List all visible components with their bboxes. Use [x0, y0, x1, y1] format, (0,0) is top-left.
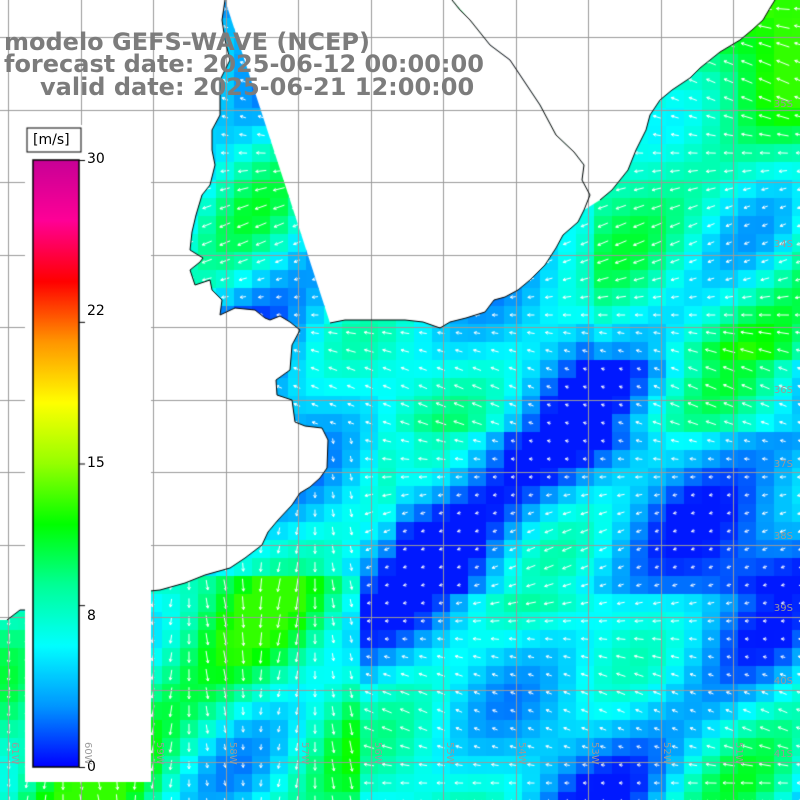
- lat-label-39s: 39S: [773, 603, 793, 614]
- lon-label-56w: 56W: [372, 742, 383, 765]
- lon-label-61w: 61W: [9, 742, 20, 765]
- lon-label-60w: 60W: [82, 742, 93, 765]
- colorbar-tick-8: 8: [87, 608, 96, 624]
- lat-label-35s: 35S: [773, 99, 793, 110]
- lat-label-38s: 38S: [773, 531, 793, 542]
- lat-label-34s: 34S: [773, 239, 793, 250]
- lon-label-55w: 55W: [444, 742, 455, 765]
- lon-label-52w: 52W: [661, 742, 672, 765]
- colorbar-tick-15: 15: [87, 455, 105, 471]
- lon-label-57w: 57W: [299, 742, 310, 765]
- colorbar-tick-22: 22: [87, 303, 105, 319]
- lon-label-53w: 53W: [589, 742, 600, 765]
- forecast-date: forecast date: 2025-06-12 00:00:00: [4, 50, 484, 78]
- lat-label-37s: 37S: [773, 459, 793, 470]
- colorbar-tick-30: 30: [87, 151, 105, 167]
- lon-label-58w: 58W: [227, 742, 238, 765]
- lat-label-41s: 41S: [773, 749, 793, 760]
- lon-label-54w: 54W: [516, 742, 527, 765]
- colorbar-unit: [m/s]: [33, 132, 70, 148]
- model-title: modelo GEFS-WAVE (NCEP): [4, 28, 370, 56]
- colorbar-tick-0: 0: [87, 759, 96, 775]
- lat-label-36s: 36S: [773, 385, 793, 396]
- lat-label-40s: 40S: [773, 676, 793, 687]
- lon-label-51w: 51W: [733, 742, 744, 765]
- valid-date: valid date: 2025-06-21 12:00:00: [40, 73, 475, 101]
- lon-label-59w: 59W: [154, 742, 165, 765]
